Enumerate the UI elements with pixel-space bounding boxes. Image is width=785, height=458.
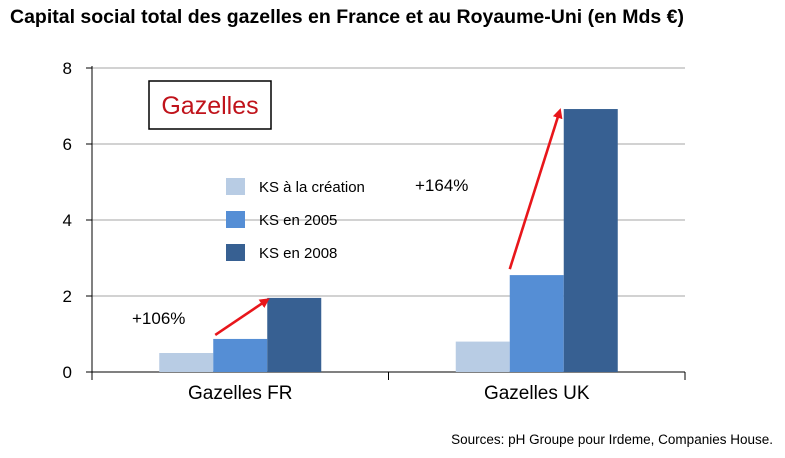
legend-swatch — [226, 211, 245, 228]
legend-swatch — [226, 244, 245, 261]
y-tick-label: 8 — [63, 59, 72, 78]
annotations: +106% +164% — [132, 108, 563, 337]
category-label: Gazelles UK — [484, 383, 590, 404]
y-tick-label: 2 — [63, 287, 72, 306]
y-tick-label: 4 — [63, 211, 72, 230]
growth-arrow — [214, 298, 270, 337]
legend-label: KS en 2005 — [259, 212, 337, 229]
growth-label: +164% — [415, 176, 468, 195]
legend: KS à la création KS en 2005 KS en 2008 — [226, 178, 365, 262]
bars — [159, 109, 618, 372]
gazelles-box: Gazelles — [148, 80, 272, 130]
gazelles-label-box — [148, 80, 272, 130]
gazelles-label: Gazelles — [161, 92, 258, 120]
y-tick-label: 0 — [63, 363, 72, 382]
growth-arrow — [508, 108, 563, 270]
bar — [563, 109, 618, 372]
bar — [509, 275, 564, 372]
legend-label: KS à la création — [259, 179, 365, 196]
source-note: Sources: pH Groupe pour Irdeme, Companie… — [451, 432, 773, 447]
category-label: Gazelles FR — [188, 383, 293, 404]
legend-label: KS en 2008 — [259, 245, 337, 262]
bar — [213, 338, 268, 372]
legend-swatch — [226, 178, 245, 195]
chart-title: Capital social total des gazelles en Fra… — [10, 6, 685, 28]
growth-label: +106% — [132, 309, 185, 328]
bar — [267, 297, 322, 372]
axis-labels: 0 2 4 6 8 Gazelles FR Gazelles UK — [63, 59, 590, 404]
bar — [455, 341, 510, 372]
bar — [159, 353, 214, 372]
y-tick-label: 6 — [63, 135, 72, 154]
